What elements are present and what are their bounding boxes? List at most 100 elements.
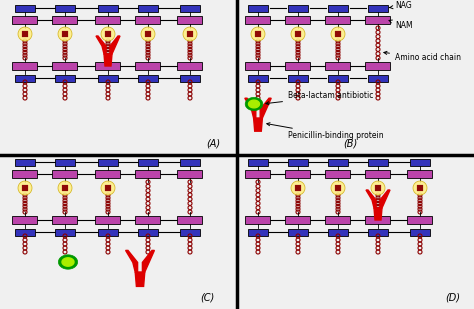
Text: (D): (D) (445, 292, 460, 302)
Bar (136, 62, 161, 70)
Circle shape (109, 189, 111, 191)
Circle shape (419, 185, 421, 187)
Text: (A): (A) (206, 138, 220, 148)
Circle shape (22, 33, 24, 35)
Circle shape (299, 189, 301, 191)
Bar (248, 74, 268, 82)
Circle shape (297, 35, 299, 37)
Circle shape (191, 35, 193, 37)
Circle shape (335, 33, 337, 35)
Bar (365, 216, 391, 224)
Circle shape (375, 187, 377, 189)
Circle shape (105, 185, 107, 187)
Circle shape (417, 185, 419, 187)
Circle shape (259, 31, 261, 33)
Circle shape (105, 187, 107, 189)
Circle shape (339, 185, 341, 187)
Bar (138, 74, 158, 82)
Circle shape (377, 189, 379, 191)
Bar (180, 228, 200, 235)
Circle shape (145, 33, 147, 35)
Polygon shape (135, 272, 145, 286)
Circle shape (377, 187, 379, 189)
Polygon shape (58, 255, 78, 269)
Polygon shape (248, 100, 259, 108)
Circle shape (22, 189, 24, 191)
Circle shape (375, 185, 377, 187)
Circle shape (22, 31, 24, 33)
Text: Beta-lactam antibiotic: Beta-lactam antibiotic (266, 91, 374, 105)
Circle shape (335, 185, 337, 187)
Bar (95, 62, 120, 70)
Circle shape (255, 35, 257, 37)
Bar (410, 228, 430, 235)
Circle shape (417, 189, 419, 191)
Circle shape (331, 181, 345, 195)
Circle shape (295, 185, 297, 187)
Circle shape (189, 31, 191, 33)
Circle shape (377, 185, 379, 187)
Bar (285, 170, 310, 178)
Bar (328, 74, 348, 82)
Circle shape (24, 189, 26, 191)
Circle shape (257, 33, 259, 35)
Circle shape (413, 181, 427, 195)
Circle shape (62, 187, 64, 189)
Polygon shape (254, 118, 263, 131)
Circle shape (375, 189, 377, 191)
Circle shape (107, 189, 109, 191)
Bar (136, 216, 161, 224)
Polygon shape (366, 190, 376, 208)
Bar (15, 5, 35, 11)
Circle shape (109, 185, 111, 187)
Circle shape (26, 33, 28, 35)
Bar (136, 16, 161, 24)
Bar (136, 170, 161, 178)
Circle shape (295, 35, 297, 37)
Bar (55, 74, 75, 82)
Circle shape (22, 35, 24, 37)
Circle shape (421, 187, 423, 189)
Circle shape (107, 33, 109, 35)
Text: Amino acid chain: Amino acid chain (384, 51, 461, 62)
Circle shape (255, 31, 257, 33)
Circle shape (421, 189, 423, 191)
Circle shape (22, 185, 24, 187)
Bar (248, 159, 268, 166)
Text: Penicillin-binding protein: Penicillin-binding protein (267, 123, 383, 141)
Bar (248, 5, 268, 11)
Circle shape (291, 27, 305, 41)
Circle shape (187, 33, 189, 35)
Bar (55, 159, 75, 166)
Circle shape (141, 27, 155, 41)
Circle shape (64, 189, 66, 191)
Bar (246, 170, 271, 178)
Bar (95, 16, 120, 24)
Bar (285, 62, 310, 70)
Text: NAG: NAG (389, 2, 412, 11)
Circle shape (339, 35, 341, 37)
Circle shape (421, 185, 423, 187)
Circle shape (257, 35, 259, 37)
Circle shape (335, 187, 337, 189)
Circle shape (299, 35, 301, 37)
Bar (12, 62, 37, 70)
Circle shape (259, 33, 261, 35)
Bar (368, 159, 388, 166)
Circle shape (145, 31, 147, 33)
Bar (98, 5, 118, 11)
Bar (285, 216, 310, 224)
Bar (246, 62, 271, 70)
Circle shape (337, 189, 339, 191)
Circle shape (24, 187, 26, 189)
Circle shape (64, 187, 66, 189)
Circle shape (109, 187, 111, 189)
Bar (53, 216, 78, 224)
Circle shape (297, 185, 299, 187)
Text: NAM: NAM (389, 20, 413, 31)
Bar (180, 159, 200, 166)
Bar (177, 216, 202, 224)
Bar (328, 228, 348, 235)
Circle shape (62, 35, 64, 37)
Circle shape (191, 31, 193, 33)
